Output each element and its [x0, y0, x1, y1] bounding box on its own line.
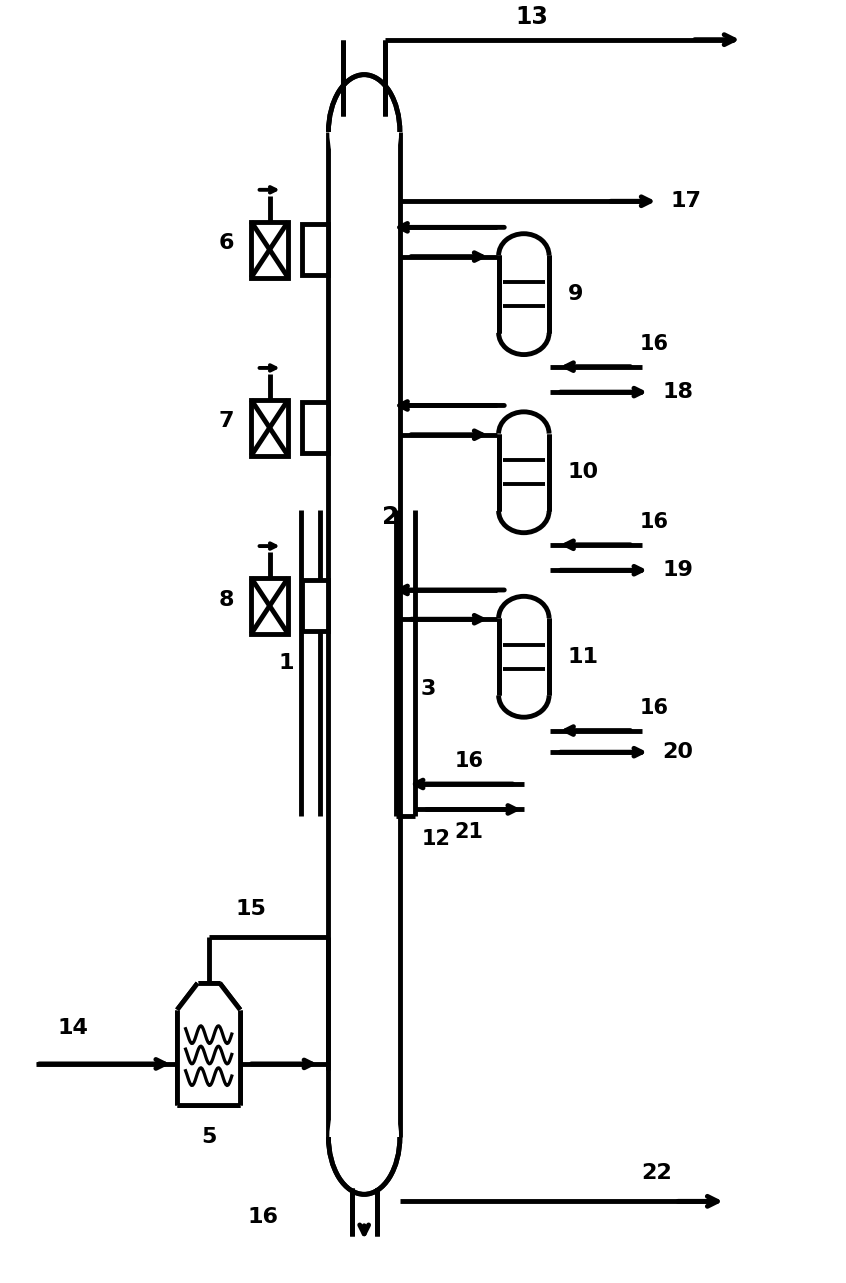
Text: 16: 16 — [640, 334, 668, 354]
Text: 8: 8 — [218, 589, 233, 609]
Bar — [251, 222, 288, 277]
Text: 5: 5 — [201, 1126, 217, 1147]
Text: 10: 10 — [568, 462, 599, 482]
Text: 12: 12 — [422, 829, 451, 849]
Ellipse shape — [329, 1082, 399, 1193]
Text: 21: 21 — [454, 822, 484, 843]
Bar — [251, 400, 288, 455]
Text: 17: 17 — [671, 191, 702, 212]
Text: 16: 16 — [248, 1206, 279, 1227]
Text: 13: 13 — [516, 5, 549, 28]
Bar — [329, 132, 399, 1137]
Text: 3: 3 — [420, 679, 436, 698]
Bar — [499, 434, 548, 511]
Text: 6: 6 — [218, 234, 233, 253]
Text: 16: 16 — [454, 751, 484, 771]
Text: 9: 9 — [568, 284, 583, 304]
Text: 22: 22 — [641, 1164, 673, 1183]
Bar — [499, 618, 548, 695]
Text: 1: 1 — [278, 653, 294, 674]
Polygon shape — [177, 1010, 240, 1105]
Bar — [251, 577, 288, 634]
Text: 18: 18 — [662, 382, 694, 402]
Text: 14: 14 — [58, 1019, 88, 1038]
Text: 7: 7 — [218, 412, 233, 431]
Bar — [301, 403, 328, 453]
Bar — [499, 255, 548, 332]
Bar — [301, 580, 328, 631]
Text: 11: 11 — [568, 647, 599, 667]
Polygon shape — [177, 983, 240, 1010]
Text: 2: 2 — [382, 504, 400, 529]
Bar — [301, 225, 328, 275]
Text: 16: 16 — [640, 698, 668, 717]
Ellipse shape — [329, 76, 399, 187]
Text: 15: 15 — [235, 898, 266, 919]
Text: 16: 16 — [640, 512, 668, 532]
Text: 20: 20 — [662, 742, 694, 762]
Text: 19: 19 — [662, 561, 694, 580]
